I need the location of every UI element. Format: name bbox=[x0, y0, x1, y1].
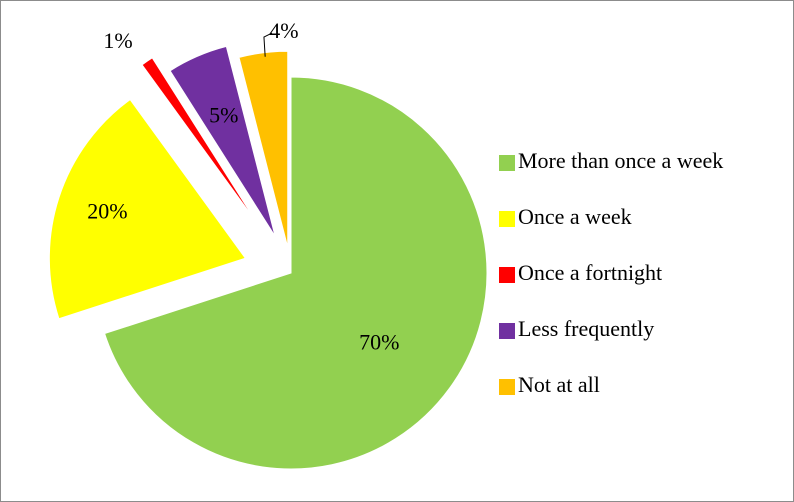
legend-label-once-a-fortnight: Once a fortnight bbox=[518, 260, 662, 285]
data-label-once-a-week: 20% bbox=[87, 198, 127, 223]
legend-label-less-frequently: Less frequently bbox=[518, 316, 654, 341]
legend-swatch-less-frequently bbox=[499, 323, 515, 339]
data-label-not-at-all: 4% bbox=[269, 18, 298, 43]
data-label-more-than-once-a-week: 70% bbox=[359, 329, 399, 354]
legend: More than once a week Once a week Once a f… bbox=[499, 148, 723, 397]
legend-swatch-not-at-all bbox=[499, 379, 515, 395]
data-label-once-a-fortnight: 1% bbox=[103, 28, 132, 53]
pie-slice-not-at-all bbox=[238, 50, 289, 248]
legend-label-more-than-once-a-week: More than once a week bbox=[518, 148, 723, 173]
legend-swatch-once-a-week bbox=[499, 211, 515, 227]
leader-line bbox=[263, 32, 273, 57]
pie-slice-once-a-fortnight bbox=[141, 57, 258, 224]
pie-slices bbox=[48, 45, 488, 470]
pie-slice-less-frequently bbox=[169, 45, 276, 237]
legend-label-not-at-all: Not at all bbox=[518, 372, 600, 397]
data-label-less-frequently: 5% bbox=[209, 103, 238, 128]
pie-slice-more-than-once-a-week bbox=[103, 76, 488, 470]
legend-label-once-a-week: Once a week bbox=[518, 204, 632, 229]
legend-swatch-once-a-fortnight bbox=[499, 267, 515, 283]
legend-swatch-more-than-once-a-week bbox=[499, 155, 515, 171]
data-labels: 70% 20% 1% 5% 4% bbox=[87, 18, 399, 354]
pie-slice-once-a-week bbox=[48, 98, 247, 320]
